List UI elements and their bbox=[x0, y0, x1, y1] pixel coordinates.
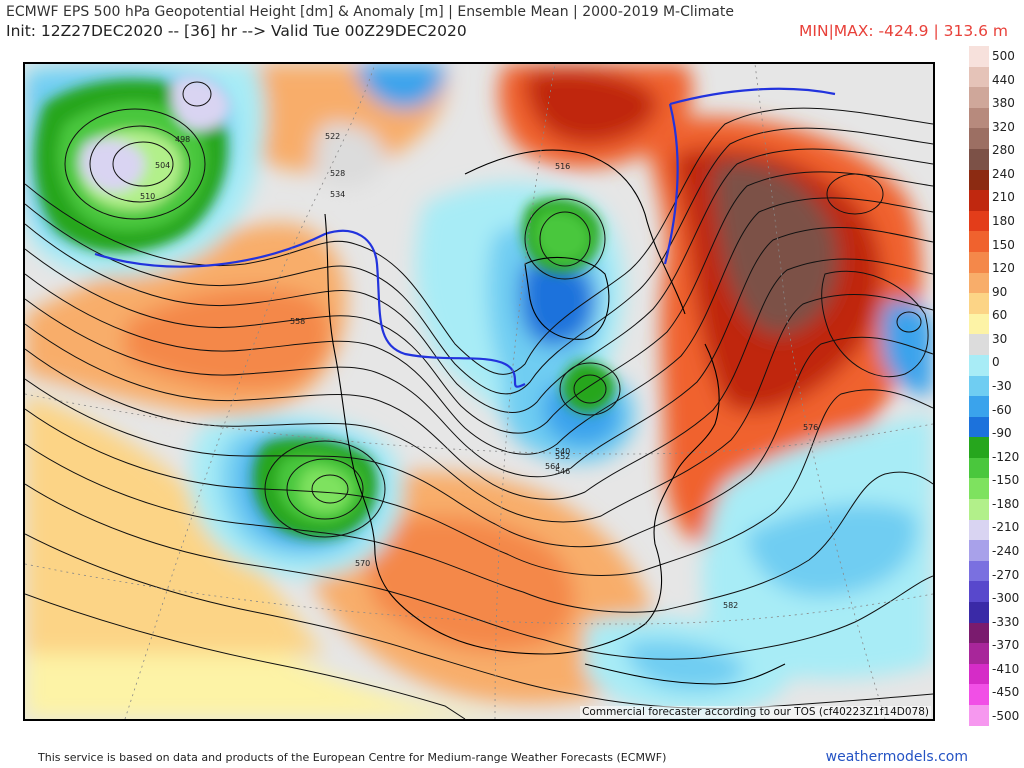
colorbar-bin bbox=[969, 705, 989, 726]
colorbar-bin bbox=[969, 334, 989, 355]
height-label: 534 bbox=[330, 190, 345, 199]
init-valid-line: Init: 12Z27DEC2020 -- [36] hr --> Valid … bbox=[6, 22, 467, 40]
colorbar-bin bbox=[969, 87, 989, 108]
colorbar-label: 240 bbox=[992, 166, 1015, 181]
height-label: 552 bbox=[555, 452, 570, 461]
colorbar-label: -300 bbox=[992, 591, 1020, 606]
height-label: 582 bbox=[723, 601, 738, 610]
colorbar-bin bbox=[969, 107, 989, 129]
zero-anomaly-contour bbox=[94, 87, 836, 388]
colorbar-label: 60 bbox=[992, 308, 1008, 323]
colorbar-bin bbox=[969, 499, 989, 520]
height-label: 570 bbox=[355, 559, 370, 568]
map-canvas: 498 504 510 516 522 528 534 540 546 552 … bbox=[25, 64, 933, 719]
colorbar-label: 120 bbox=[992, 261, 1015, 276]
height-label: 522 bbox=[325, 132, 340, 141]
colorbar-bin bbox=[969, 169, 989, 191]
colorbar-bin bbox=[969, 684, 989, 705]
colorbar-bin bbox=[969, 622, 989, 644]
colorbar-bin bbox=[969, 293, 989, 314]
map-title: ECMWF EPS 500 hPa Geopotential Height [d… bbox=[6, 4, 734, 20]
colorbar-bin bbox=[969, 375, 989, 397]
colorbar-bin bbox=[969, 581, 989, 603]
colorbar-bin bbox=[969, 46, 989, 67]
colorbar-bin bbox=[969, 272, 989, 294]
colorbar-bin bbox=[969, 128, 989, 149]
colorbar-label: -270 bbox=[992, 567, 1020, 582]
colorbar-label: -90 bbox=[992, 426, 1012, 441]
colorbar-bin bbox=[969, 540, 989, 561]
colorbar-label: 380 bbox=[992, 96, 1015, 111]
colorbar-bin bbox=[969, 148, 989, 170]
colorbar-label: 280 bbox=[992, 143, 1015, 158]
colorbar-label: 180 bbox=[992, 214, 1015, 228]
colorbar-label: -410 bbox=[992, 661, 1020, 676]
colorbar-label: 500 bbox=[992, 49, 1015, 63]
colorbar-label: -500 bbox=[992, 709, 1020, 723]
colorbar-bin bbox=[969, 66, 989, 88]
colorbar-label: -30 bbox=[992, 379, 1012, 393]
height-label: 528 bbox=[330, 169, 345, 178]
height-label: 510 bbox=[140, 192, 155, 201]
colorbar-bin bbox=[969, 416, 989, 438]
anomaly-map: 498 504 510 516 522 528 534 540 546 552 … bbox=[23, 62, 935, 721]
min-max-readout: MIN|MAX: -424.9 | 313.6 m bbox=[799, 22, 1008, 40]
colorbar-label: 90 bbox=[992, 284, 1008, 299]
height-label: 546 bbox=[555, 467, 570, 476]
colorbar-bin bbox=[969, 354, 989, 376]
colorbar-label: -450 bbox=[992, 685, 1020, 700]
height-label: 504 bbox=[155, 161, 170, 170]
height-label: 498 bbox=[175, 135, 190, 144]
colorbar-label: -180 bbox=[992, 496, 1020, 511]
colorbar-bin bbox=[969, 210, 989, 232]
colorbar-label: -240 bbox=[992, 544, 1020, 558]
colorbar-label: 440 bbox=[992, 72, 1015, 87]
colorbar-bin bbox=[969, 560, 989, 582]
forecaster-credit: Commercial forecaster according to our T… bbox=[580, 706, 931, 718]
colorbar-label: -150 bbox=[992, 473, 1020, 488]
graticule bbox=[25, 64, 933, 719]
colorbar-bin bbox=[969, 396, 989, 417]
colorbar-bin bbox=[969, 602, 989, 623]
height-label: 516 bbox=[555, 162, 570, 171]
colorbar-bin bbox=[969, 251, 989, 273]
colorbar-label: -370 bbox=[992, 638, 1020, 653]
anomaly-colorbar bbox=[969, 46, 989, 726]
height-label: 540 bbox=[555, 447, 570, 456]
colorbar-bin bbox=[969, 231, 989, 252]
coastlines bbox=[324, 149, 786, 685]
colorbar-bin bbox=[969, 519, 989, 541]
colorbar-bin bbox=[969, 457, 989, 479]
colorbar-label: 210 bbox=[992, 190, 1015, 205]
height-label: 564 bbox=[545, 462, 560, 471]
colorbar-label: 150 bbox=[992, 237, 1015, 252]
colorbar-bin bbox=[969, 437, 989, 458]
colorbar-bin bbox=[969, 478, 989, 500]
colorbar-bin bbox=[969, 643, 989, 664]
height-labels: 498 504 510 516 522 528 534 540 546 552 … bbox=[140, 132, 818, 610]
brand-link[interactable]: weathermodels.com bbox=[825, 749, 968, 765]
colorbar-label: -120 bbox=[992, 449, 1020, 464]
ecmwf-attribution: This service is based on data and produc… bbox=[38, 751, 667, 764]
colorbar-bin bbox=[969, 190, 989, 211]
colorbar-label: -330 bbox=[992, 614, 1020, 629]
colorbar-label: 30 bbox=[992, 331, 1008, 346]
colorbar-bin bbox=[969, 663, 989, 685]
colorbar-label: -60 bbox=[992, 402, 1012, 417]
anomaly-core-fill bbox=[34, 75, 615, 539]
height-label: 558 bbox=[290, 317, 305, 326]
colorbar-label: 320 bbox=[992, 119, 1015, 134]
colorbar-label: 0 bbox=[992, 355, 1000, 370]
colorbar-bin bbox=[969, 313, 989, 335]
colorbar-label: -210 bbox=[992, 520, 1020, 535]
height-contours bbox=[25, 81, 933, 719]
height-label: 576 bbox=[803, 423, 818, 432]
